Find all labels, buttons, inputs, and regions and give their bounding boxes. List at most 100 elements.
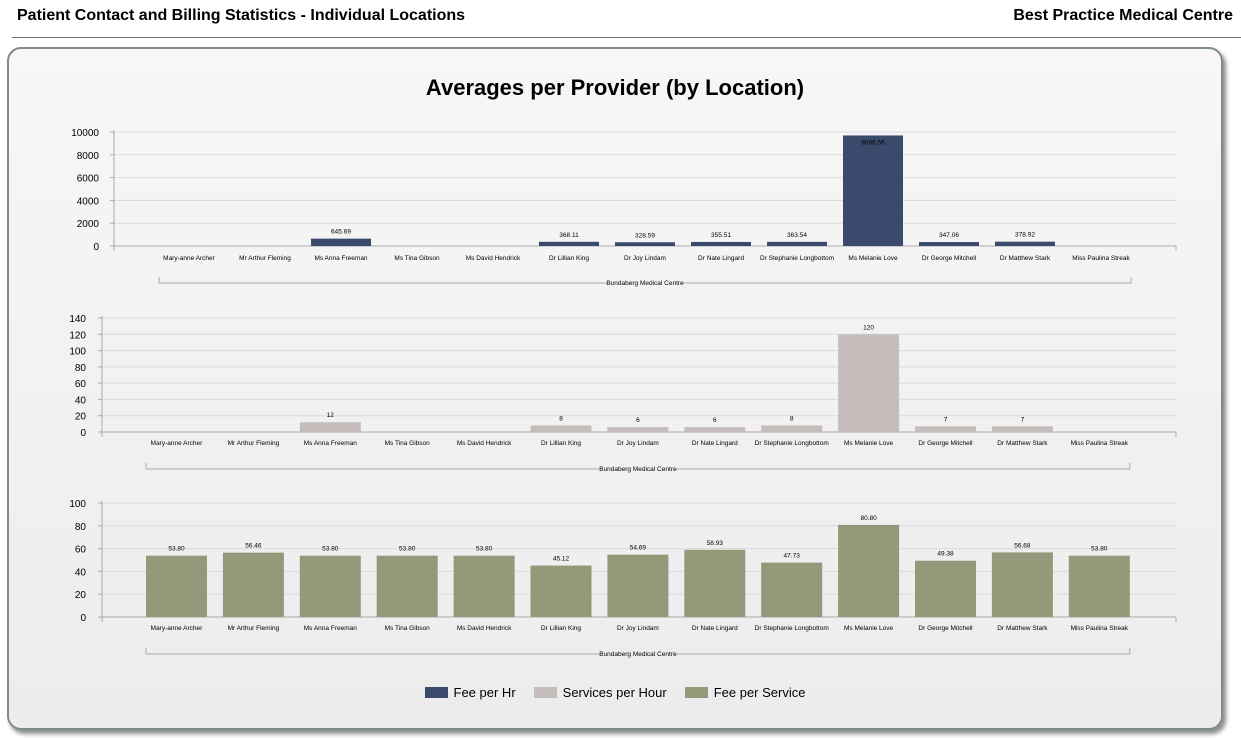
category-label: Ms Tina Gibson — [385, 440, 431, 447]
data-label: 53.80 — [399, 546, 416, 553]
legend-swatch-fee-per-hr — [424, 687, 448, 698]
category-label: Dr George Mitchell — [918, 625, 973, 632]
category-label: Dr Matthew Stark — [997, 440, 1048, 447]
y-tick-label: 80 — [75, 363, 87, 374]
organization-name: Best Practice Medical Centre — [1013, 7, 1233, 24]
legend: Fee per Hr Services per Hour Fee per Ser… — [9, 685, 1221, 700]
bar — [838, 524, 900, 617]
category-label: Dr George Mitchell — [922, 255, 977, 262]
data-label: 328.59 — [635, 232, 655, 239]
data-label: 45.12 — [553, 556, 570, 563]
data-label: 355.51 — [711, 232, 731, 239]
data-label: 53.80 — [1091, 546, 1108, 553]
category-label: Dr Lillian King — [541, 440, 581, 447]
category-label: Mr Arthur Fleming — [239, 255, 291, 262]
category-label: Dr Joy Lindam — [624, 255, 666, 262]
data-label: 58.93 — [707, 540, 724, 547]
category-label: Ms David Hendrick — [457, 440, 512, 447]
data-label: 56.46 — [245, 543, 262, 550]
data-label: 49.38 — [937, 551, 954, 558]
category-label: Mr Arthur Fleming — [228, 625, 280, 632]
category-label: Dr Nate Lingard — [698, 255, 744, 262]
y-tick-label: 8000 — [77, 151, 100, 162]
data-label: 347.06 — [939, 232, 959, 239]
bar — [915, 426, 976, 432]
y-tick-label: 80 — [75, 522, 87, 533]
category-label: Ms David Hendrick — [466, 255, 521, 262]
report-title: Patient Contact and Billing Statistics -… — [17, 7, 466, 24]
bar — [919, 242, 979, 246]
category-label: Dr Stephanie Longbottom — [755, 440, 829, 447]
category-label: Ms Melanie Love — [848, 255, 898, 262]
data-label: 6 — [636, 417, 640, 424]
category-label: Mary-anne Archer — [151, 440, 203, 447]
category-label: Ms David Hendrick — [457, 625, 512, 632]
data-label: 8 — [790, 415, 794, 422]
y-tick-label: 40 — [75, 395, 87, 406]
category-label: Ms Anna Freeman — [304, 625, 357, 632]
bar — [761, 562, 823, 617]
category-label: Dr Lillian King — [549, 255, 589, 262]
bar — [222, 552, 284, 617]
data-label: 645.69 — [331, 229, 351, 236]
group-label: Bundaberg Medical Centre — [606, 280, 684, 287]
data-label: 7 — [1021, 416, 1025, 423]
y-tick-label: 120 — [69, 330, 86, 341]
legend-swatch-fee-per-service — [684, 687, 708, 698]
category-label: Mr Arthur Fleming — [228, 440, 280, 447]
data-label: 363.54 — [787, 232, 807, 239]
data-label: 53.80 — [476, 546, 493, 553]
bar — [915, 560, 976, 617]
bar — [684, 427, 746, 432]
y-tick-label: 60 — [75, 545, 87, 556]
category-label: Ms Tina Gibson — [394, 255, 440, 262]
bar — [530, 565, 592, 617]
category-label: Dr Joy Lindam — [617, 625, 659, 632]
bar — [311, 238, 371, 246]
y-tick-label: 20 — [75, 412, 87, 423]
category-label: Dr Stephanie Longbottom — [755, 625, 829, 632]
bar — [843, 135, 903, 246]
header-divider — [12, 37, 1241, 38]
legend-label-fee-per-hr: Fee per Hr — [453, 685, 516, 700]
y-tick-label: 100 — [69, 347, 86, 358]
category-label: Dr Nate Lingard — [692, 625, 738, 632]
bar — [530, 425, 592, 432]
bar — [539, 241, 599, 246]
bar — [838, 334, 900, 432]
category-label: Miss Paulina Streak — [1071, 440, 1129, 447]
legend-swatch-services-per-hour — [533, 687, 557, 698]
data-label: 7 — [944, 416, 948, 423]
data-label: 53.80 — [322, 546, 339, 553]
data-label: 12 — [327, 412, 335, 419]
legend-label-fee-per-service: Fee per Service — [713, 685, 806, 700]
bar — [995, 241, 1055, 246]
y-tick-label: 40 — [75, 567, 87, 578]
chart-panel-title: Averages per Provider (by Location) — [425, 75, 805, 100]
bar — [761, 425, 823, 432]
category-label: Ms Tina Gibson — [385, 625, 431, 632]
category-label: Ms Melanie Love — [844, 625, 894, 632]
bar — [299, 422, 361, 432]
data-label: 120 — [863, 324, 874, 331]
bar — [453, 555, 515, 617]
y-tick-label: 140 — [69, 314, 86, 325]
y-tick-label: 60 — [75, 379, 87, 390]
group-label: Bundaberg Medical Centre — [599, 651, 677, 658]
bar — [376, 555, 438, 617]
bar — [767, 241, 827, 246]
bar — [607, 554, 669, 617]
bar — [691, 241, 751, 246]
category-label: Dr George Mitchell — [918, 440, 973, 447]
bar — [299, 555, 361, 617]
legend-item-fee-per-service: Fee per Service — [684, 685, 806, 700]
data-label: 9696.56 — [861, 139, 885, 146]
category-label: Miss Paulina Streak — [1072, 255, 1130, 262]
chart-panel: Averages per Provider (by Location) 0 200… — [7, 47, 1223, 730]
bar — [991, 552, 1053, 617]
bar — [991, 426, 1053, 432]
category-label: Mary-anne Archer — [151, 625, 203, 632]
y-tick-label: 0 — [80, 428, 86, 439]
category-label: Mary-anne Archer — [163, 255, 215, 262]
y-tick-label: 10000 — [71, 128, 99, 139]
